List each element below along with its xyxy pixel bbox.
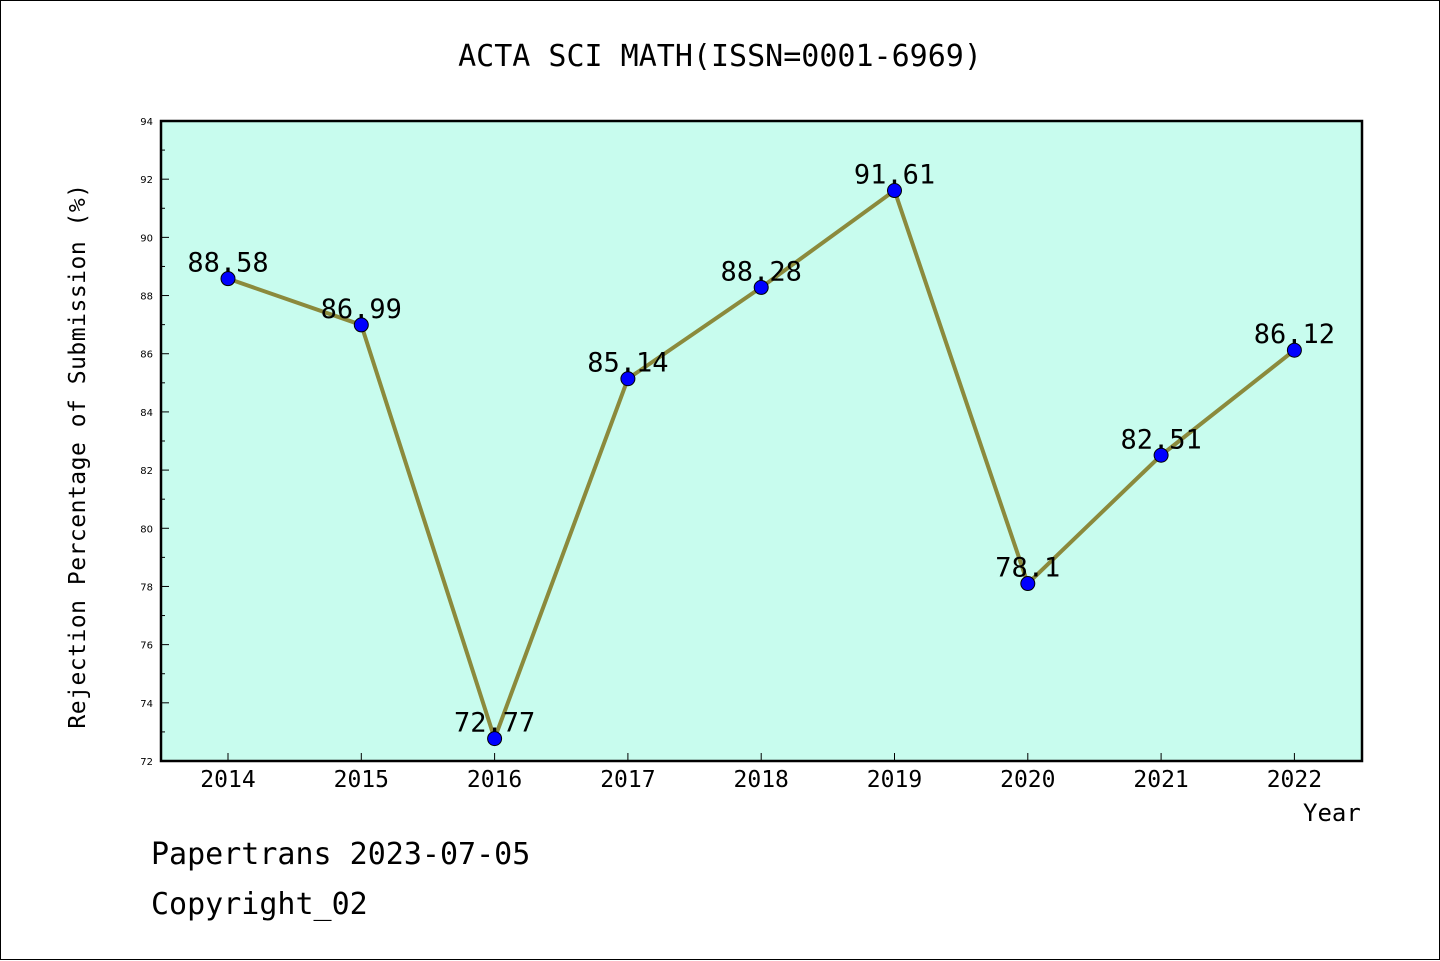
data-point [220,271,236,287]
y-tick-label: 88 [140,292,153,303]
data-point [753,279,769,295]
data-label: 82.51 [1120,424,1201,455]
data-point [1020,576,1036,592]
data-label: 78.1 [995,553,1060,584]
plot-area [161,121,1362,761]
y-tick-label: 82 [140,466,153,477]
y-tick-label: 90 [140,233,153,244]
data-label: 88.28 [721,256,802,287]
plot-frame [159,119,1364,763]
x-axis-label: Year [1303,799,1361,827]
y-tick-label: 76 [140,641,153,652]
data-label: 86.12 [1254,319,1335,350]
data-point [887,183,902,199]
footer-copyright-text: Copyright_02 [151,887,368,922]
data-label: 86.99 [321,294,402,325]
y-tick-label: 74 [140,699,153,710]
y-tick-label: 84 [140,408,153,419]
data-point [1153,447,1169,463]
data-label: 88.58 [187,248,268,279]
x-tick-label: 2017 [600,767,655,793]
y-tick-label: 80 [140,524,153,535]
x-tick-label: 2016 [467,767,522,793]
y-tick-label: 94 [140,117,153,128]
chart-title: ACTA SCI MATH(ISSN=0001-6969) [458,39,982,74]
data-label: 72.77 [454,708,535,739]
y-tick-label: 72 [140,757,153,768]
x-tick-label: 2022 [1267,767,1322,793]
y-tick-label: 92 [140,175,153,186]
y-tick-label: 86 [140,350,153,361]
data-point [487,731,503,747]
x-tick-label: 2020 [1000,767,1055,793]
data-point [353,317,369,333]
x-tick-label: 2014 [200,767,255,793]
footer-date-text: Papertrans 2023-07-05 [151,837,531,872]
x-tick-label: 2015 [334,767,389,793]
y-tick-label: 78 [140,582,153,593]
x-tick-label: 2019 [867,767,922,793]
data-label: 91.61 [854,160,935,191]
x-tick-label: 2018 [734,767,789,793]
data-label: 85.14 [587,348,668,379]
data-point [1286,342,1302,358]
data-point [620,371,636,387]
x-tick-label: 2021 [1133,767,1188,793]
